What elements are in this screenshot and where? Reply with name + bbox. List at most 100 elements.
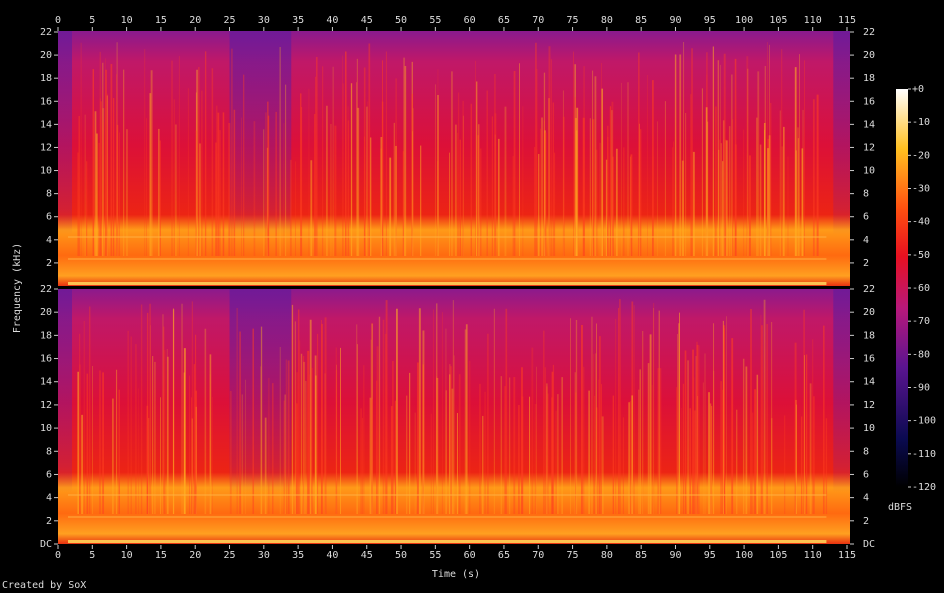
y-tick-label: 20 [863, 50, 875, 61]
y-tick-label: 4 [863, 235, 869, 246]
colorbar-tick-label: -60 [912, 283, 930, 294]
colorbar-tick-label: -110 [912, 449, 936, 460]
colorbar-tick-label: -50 [912, 250, 930, 261]
x-tick-label: 20 [189, 15, 201, 26]
x-tick-label: 45 [361, 550, 373, 561]
y-tick-label: 14 [40, 119, 52, 130]
colorbar-tick-label: -120 [912, 482, 936, 493]
x-tick-label: 25 [223, 15, 235, 26]
x-tick-label: 110 [804, 15, 822, 26]
spectrum-quiet [833, 288, 850, 543]
x-tick-label: 100 [735, 15, 753, 26]
y-tick-label: 20 [40, 50, 52, 61]
x-tick-label: 100 [735, 550, 753, 561]
y-tick-label: 8 [46, 189, 52, 200]
colorbar-tick-label: -20 [912, 150, 930, 161]
x-tick-label: 40 [326, 15, 338, 26]
x-tick-label: 50 [395, 550, 407, 561]
x-tick-label: 55 [429, 15, 441, 26]
y-tick-label: 8 [863, 446, 869, 457]
y-tick-label: 6 [46, 212, 52, 223]
y-tick-label: 20 [863, 307, 875, 318]
colorbar-tick-label: -40 [912, 217, 930, 228]
colorbar-tick-label: -90 [912, 383, 930, 394]
colorbar-tick-label: -30 [912, 184, 930, 195]
y-tick-label: 12 [40, 142, 52, 153]
x-tick-label: 75 [567, 15, 579, 26]
y-axis-label: Frequency (kHz) [12, 243, 23, 333]
spectrum-band [68, 236, 827, 238]
y-tick-label: DC [40, 539, 52, 550]
x-tick-label: 115 [838, 550, 856, 561]
x-tick-label: 60 [464, 550, 476, 561]
x-axis-label: Time (s) [432, 569, 480, 580]
y-tick-label: 10 [863, 166, 875, 177]
y-tick-label: 16 [863, 354, 875, 365]
y-tick-label: 18 [863, 330, 875, 341]
spectrum-panel [58, 288, 850, 544]
x-tick-label: 5 [89, 15, 95, 26]
x-tick-label: 65 [498, 15, 510, 26]
x-tick-label: 75 [567, 550, 579, 561]
y-tick-label: 14 [863, 377, 875, 388]
y-tick-label: 10 [863, 423, 875, 434]
y-tick-label: 2 [46, 516, 52, 527]
y-tick-label: 14 [40, 377, 52, 388]
y-tick-label: 22 [863, 27, 875, 38]
y-tick-label: 6 [863, 469, 869, 480]
credit: Created by SoX [2, 580, 86, 591]
colorbar-label: dBFS [888, 502, 912, 513]
x-tick-label: 85 [635, 15, 647, 26]
x-tick-label: 95 [704, 15, 716, 26]
x-tick-label: 5 [89, 550, 95, 561]
y-tick-label: 6 [46, 469, 52, 480]
x-tick-label: 10 [121, 550, 133, 561]
colorbar-tick-label: -10 [912, 117, 930, 128]
x-tick-label: 10 [121, 15, 133, 26]
spectrum-quiet [58, 31, 72, 285]
x-tick-label: 95 [704, 550, 716, 561]
x-tick-label: 0 [55, 550, 61, 561]
x-tick-label: 0 [55, 15, 61, 26]
x-tick-label: 90 [669, 550, 681, 561]
y-tick-label: 16 [40, 96, 52, 107]
y-tick-label: 22 [863, 284, 875, 295]
x-tick-label: 30 [258, 550, 270, 561]
y-tick-label: 16 [40, 354, 52, 365]
y-tick-label: 2 [863, 258, 869, 269]
x-tick-label: 70 [532, 15, 544, 26]
spectrum-band [68, 258, 827, 260]
y-tick-label: 4 [46, 493, 52, 504]
channel-divider [58, 286, 850, 289]
x-tick-label: 70 [532, 550, 544, 561]
y-tick-label: 20 [40, 307, 52, 318]
spectrum-quiet [58, 288, 72, 543]
spectrum [58, 31, 850, 544]
x-tick-label: 35 [292, 15, 304, 26]
x-tick-label: 15 [155, 550, 167, 561]
y-tick-label: 2 [863, 516, 869, 527]
spectrum-band [68, 282, 827, 285]
x-tick-label: 105 [769, 15, 787, 26]
y-tick-label: 22 [40, 27, 52, 38]
x-tick-label: 15 [155, 15, 167, 26]
y-tick-label: 10 [40, 166, 52, 177]
spectrum-quiet [229, 31, 292, 285]
y-tick-label: 18 [40, 330, 52, 341]
y-tick-label: 22 [40, 284, 52, 295]
spectrum-quiet [229, 288, 292, 543]
x-tick-label: 25 [223, 550, 235, 561]
spectrum-panel [58, 31, 850, 286]
x-tick-label: 115 [838, 15, 856, 26]
spectrum-band [68, 540, 827, 543]
y-tick-label: 12 [863, 142, 875, 153]
y-tick-label: 6 [863, 212, 869, 223]
colorbar-tick-label: -100 [912, 416, 936, 427]
y-tick-label: 16 [863, 96, 875, 107]
y-tick-label: 12 [863, 400, 875, 411]
y-tick-label: 10 [40, 423, 52, 434]
y-tick-label: 14 [863, 119, 875, 130]
x-tick-label: 35 [292, 550, 304, 561]
x-tick-label: 105 [769, 550, 787, 561]
